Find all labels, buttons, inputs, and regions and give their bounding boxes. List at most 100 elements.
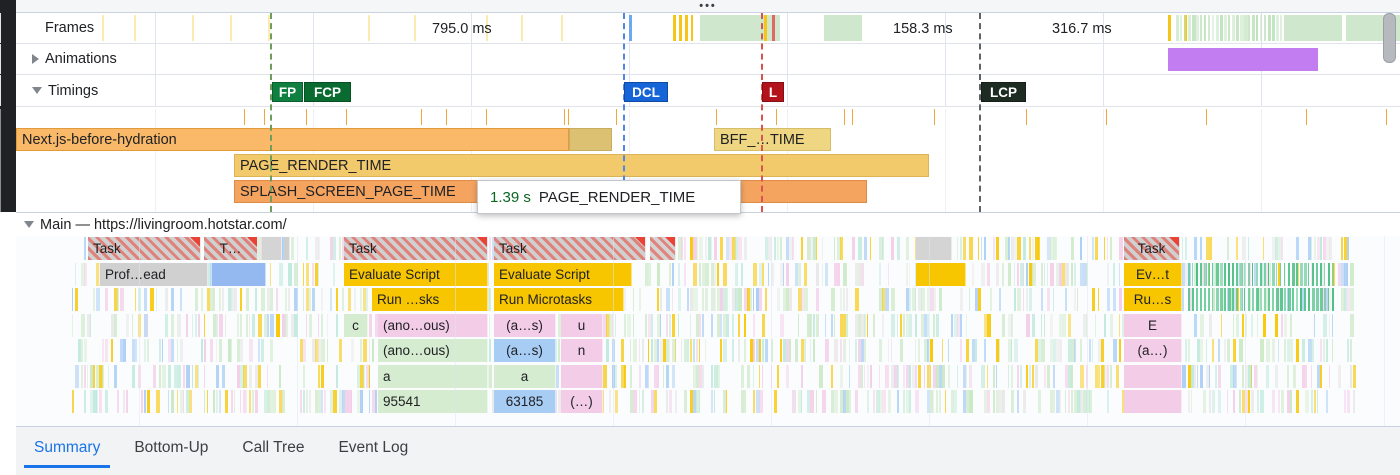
- flame-sliver: [879, 364, 880, 388]
- tab-call-tree[interactable]: Call Tree: [242, 439, 305, 456]
- track-animations[interactable]: Animations: [0, 44, 1400, 75]
- timing-bar-nextjs-before-hydration[interactable]: Next.js-before-hydration: [16, 128, 569, 151]
- evaluate-script-block-2[interactable]: Evaluate Script: [344, 262, 488, 286]
- flame-sliver: [663, 364, 664, 388]
- flame-sliver: [720, 339, 722, 362]
- flame-sliver: [84, 339, 87, 362]
- flame-sliver: [372, 390, 375, 413]
- vertical-scrollbar-thumb[interactable]: [1383, 13, 1396, 63]
- flame-sliver: [930, 390, 933, 413]
- fn-a-block-2[interactable]: [561, 364, 603, 388]
- frame-tick: [1260, 15, 1262, 41]
- tasks-block-1[interactable]: T…: [204, 237, 258, 260]
- anonymous-2-block-0[interactable]: (ano…ous): [378, 339, 488, 362]
- anonymous-1-block-2[interactable]: (a…s): [494, 313, 556, 337]
- marker-fp[interactable]: FP: [272, 82, 303, 102]
- run-microtasks-block-0[interactable]: Run …sks: [372, 288, 488, 311]
- tasks-block-6[interactable]: [650, 237, 676, 260]
- timing-subtick: [844, 109, 845, 125]
- flame-sliver: [966, 364, 967, 388]
- marker-dcl[interactable]: DCL: [624, 82, 668, 102]
- run-microtasks-block-2[interactable]: Ru…s: [1124, 288, 1182, 311]
- tab-bottom-up[interactable]: Bottom-Up: [134, 439, 209, 456]
- timing-bar-page-render-time[interactable]: PAGE_RENDER_TIME: [234, 154, 929, 177]
- fn-a-block-3[interactable]: [1124, 364, 1182, 388]
- tab-summary[interactable]: Summary: [23, 427, 111, 468]
- chevron-right-icon[interactable]: [32, 54, 39, 64]
- flame-chart[interactable]: Task T… Task Task Task Prof…ead Evaluate Scrip…: [16, 236, 1400, 426]
- flame-sliver: [963, 390, 966, 413]
- flame-sliver: [135, 339, 137, 362]
- flame-sliver: [798, 313, 799, 337]
- timing-bar-nextjs-before-hydration-tail[interactable]: [569, 128, 612, 151]
- fn-ids-block-2[interactable]: (…): [561, 390, 603, 413]
- chevron-down-icon[interactable]: [24, 221, 34, 228]
- tasks-block-5[interactable]: Task: [494, 237, 646, 260]
- flame-sliver: [255, 364, 258, 388]
- fn-a-block-1[interactable]: a: [494, 364, 556, 388]
- fn-a-block-0[interactable]: a: [378, 364, 488, 388]
- flame-sliver: [753, 339, 755, 362]
- anonymous-2-block-2[interactable]: n: [561, 339, 603, 362]
- main-track-header[interactable]: Main — https://livingroom.hotstar.com/: [16, 213, 1400, 236]
- flame-sliver: [1264, 288, 1266, 311]
- flame-sliver: [918, 364, 921, 388]
- flame-sliver: [894, 364, 898, 388]
- flame-sliver: [843, 339, 846, 362]
- flame-sliver: [774, 390, 777, 413]
- run-microtasks-block-1[interactable]: Run Microtasks: [494, 288, 624, 311]
- track-timings[interactable]: Timings FP FCP DCL L LCP: [0, 75, 1400, 107]
- flame-sliver: [807, 313, 811, 337]
- overview-resizer[interactable]: •••: [16, 0, 1400, 13]
- flame-sliver: [264, 390, 267, 413]
- animation-bar[interactable]: [1168, 48, 1318, 71]
- track-frames[interactable]: Frames 795.0 ms 158.3 ms 316.7 ms: [0, 13, 1400, 44]
- flame-sliver: [111, 313, 114, 337]
- evaluate-script-block-1[interactable]: [212, 262, 266, 286]
- chevron-down-icon[interactable]: [32, 87, 42, 94]
- flame-sliver: [192, 364, 193, 388]
- evaluate-script-block-4[interactable]: [916, 262, 966, 286]
- flame-sliver: [669, 390, 672, 413]
- anonymous-2-block-1[interactable]: (a…s): [494, 339, 556, 362]
- marker-lcp[interactable]: LCP: [981, 82, 1026, 102]
- evaluate-script-block-0[interactable]: Prof…ead: [100, 262, 208, 286]
- flame-sliver: [1232, 262, 1234, 286]
- anonymous-1-block-3[interactable]: u: [561, 313, 603, 337]
- tab-event-log[interactable]: Event Log: [338, 439, 409, 456]
- tasks-block-0[interactable]: Task: [88, 237, 201, 260]
- flame-sliver: [1320, 262, 1322, 286]
- flame-sliver: [1110, 364, 1112, 388]
- fn-ids-block-1[interactable]: 63185: [494, 390, 556, 413]
- fn-ids-block-3[interactable]: [1124, 390, 1182, 413]
- anonymous-1-block-4[interactable]: E: [1124, 313, 1182, 337]
- anonymous-1-block-0[interactable]: c: [344, 313, 368, 337]
- track-timings-label-group[interactable]: Timings: [24, 75, 98, 106]
- flame-sliver: [1252, 262, 1253, 286]
- tasks-block-8[interactable]: Task: [1124, 237, 1180, 260]
- flame-sliver: [1275, 237, 1278, 260]
- flame-sliver: [966, 390, 969, 413]
- marker-fcp[interactable]: FCP: [304, 82, 351, 102]
- flame-sliver: [1347, 237, 1349, 260]
- flame-sliver: [795, 339, 798, 362]
- timing-bar-bff-time[interactable]: BFF_…TIME: [714, 128, 831, 151]
- evaluate-script-block-5[interactable]: Ev…t: [1124, 262, 1182, 286]
- flame-sliver: [813, 313, 815, 337]
- evaluate-script-block-3[interactable]: Evaluate Script: [494, 262, 632, 286]
- flame-sliver: [312, 262, 314, 286]
- anonymous-1-block-1[interactable]: (ano…ous): [378, 313, 488, 337]
- flame-sliver: [321, 364, 324, 388]
- flame-sliver: [969, 390, 973, 413]
- flame-sliver: [312, 339, 316, 362]
- tasks-block-3[interactable]: [284, 237, 290, 260]
- track-animations-label-group[interactable]: Animations: [24, 44, 117, 74]
- tasks-block-7[interactable]: [916, 237, 952, 260]
- marker-l[interactable]: L: [762, 82, 784, 102]
- flame-sliver: [837, 262, 840, 286]
- fn-ids-block-0[interactable]: 95541: [378, 390, 488, 413]
- tasks-block-4[interactable]: Task: [344, 237, 488, 260]
- anonymous-2-block-3[interactable]: (a…): [1124, 339, 1182, 362]
- tasks-block-2[interactable]: [262, 237, 282, 260]
- flame-sliver: [318, 339, 321, 362]
